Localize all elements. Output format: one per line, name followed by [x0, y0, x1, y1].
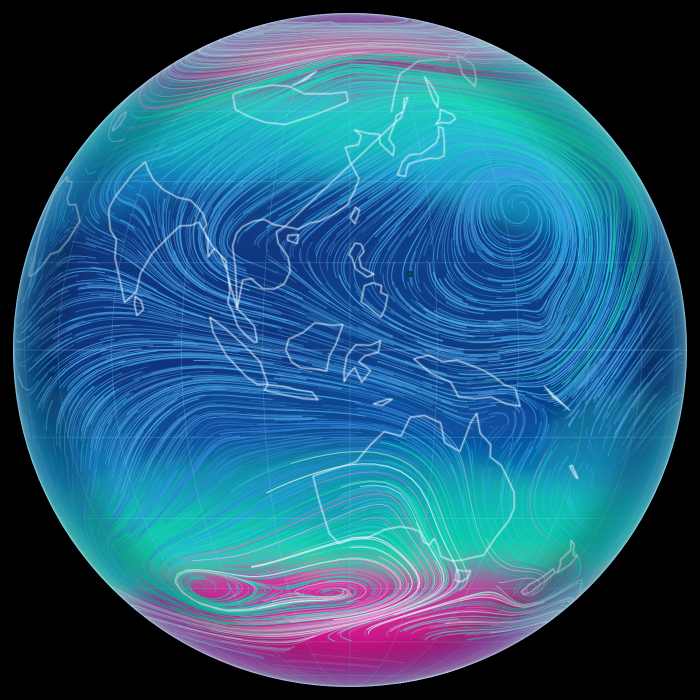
- limb-glow: [13, 13, 687, 687]
- globe-outline: [13, 13, 687, 687]
